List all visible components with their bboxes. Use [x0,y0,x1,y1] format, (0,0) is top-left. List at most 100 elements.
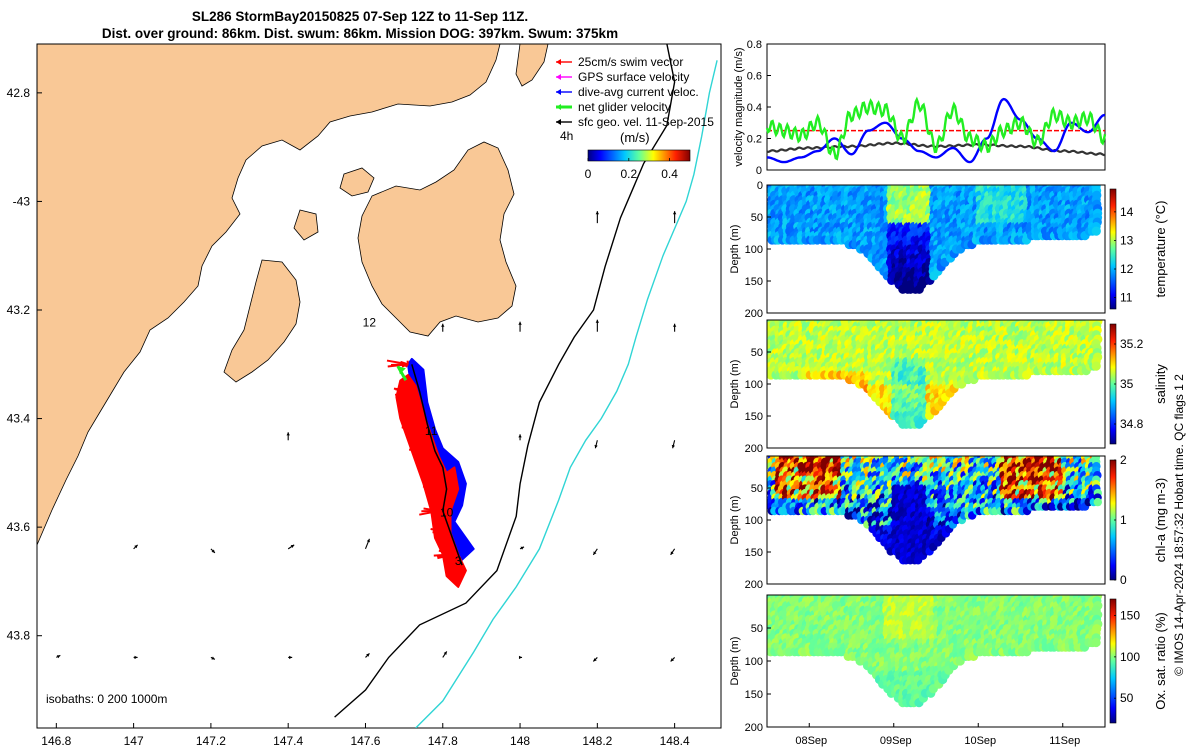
map-track [386,357,475,588]
map-xtick-label: 147.4 [273,734,303,748]
temperature-colorbar-tick-label: 11 [1120,291,1133,305]
surface-vector-head [670,658,674,662]
map-ytick-label: 43.2 [7,303,31,317]
map-ytick-label: 42.8 [7,86,31,100]
swim-vector [431,528,447,534]
oxygen-cells [767,595,1103,708]
map-xtick-label: 148 [510,734,530,748]
map-ytick-label: 43.6 [7,520,31,534]
swim-vector [415,419,424,425]
salinity-colorbar-tick-label: 35.2 [1120,337,1144,351]
land-west [37,44,501,546]
isobath-1000m [415,60,718,728]
map-xtick-label: 147.6 [350,734,380,748]
temperature-ytick-label: 150 [745,276,763,288]
surface-vector-head [672,211,677,215]
surface-vector-head [594,444,598,449]
salinity-cells [767,320,1103,429]
surface-vector-head [443,651,447,655]
surface-vector-head [593,658,597,662]
velocity-ytick-label: 0.8 [747,39,762,51]
figure-title: SL286 StormBay20150825 07-Sep 12Z to 11-… [0,8,720,42]
isobath-200m [334,44,676,718]
legend-label: 25cm/s swim vector [578,55,683,69]
map-axes: 146.8 147 147.2 147.4 147.6 147.8 148 148.2 148.… [7,86,690,748]
legend-label: sfc geo. vel. 11-Sep-2015 [578,115,714,129]
surface-vector-head [134,544,138,549]
salinity-colorbar-tick-label: 35 [1120,377,1134,391]
track-day-label: 3 [455,554,462,568]
surface-vector-head [671,444,675,449]
track-day-label: 12 [363,315,377,329]
velocity-panel: 00.20.40.60.8 velocity magnitude (m/s) [733,39,1107,177]
legend-label: net glider velocity [578,100,671,114]
scale-label: 4h [560,129,573,143]
velocity-series-2 [766,97,1106,164]
temperature-colorbar-tick-label: 13 [1120,233,1134,247]
temperature-ytick-label: 200 [745,308,763,320]
map-ytick-label: -43 [13,194,31,208]
chlorophyll-cell [1093,497,1103,507]
velocity-series [765,96,1107,164]
map-surface-vectors [56,211,677,662]
surface-vector-head [518,434,522,438]
surface-vector-head [672,323,677,327]
salinity-colorbar-label: salinity [1153,364,1168,404]
land-island-1 [339,167,375,197]
surface-vector-head [520,546,525,550]
land-northeast [515,44,549,87]
temperature-ytick-label: 50 [751,212,763,224]
chlorophyll-cells [767,456,1103,565]
map-colorbar-tick-label: 0.4 [661,167,678,181]
temperature-colorbar-tick-label: 12 [1120,262,1134,276]
land-tasman-peninsula [357,141,517,337]
temperature-colorbar [1109,188,1117,310]
surface-vector-head [670,551,674,555]
surface-vector-head [211,549,215,553]
map-colorbar [587,149,691,162]
surface-vector-head [518,321,522,325]
map-colorbar-ticks: 0 0.2 0.4 [585,158,678,181]
swim-vector [423,450,432,454]
temperature-colorbar-tick-label: 14 [1120,205,1134,219]
map-isobaths [334,44,718,728]
velocity-ytick-label: 0.6 [747,71,762,83]
surface-vector-head [286,432,290,436]
surface-vector-head [134,655,138,660]
land-middle-peninsula [223,259,301,383]
chlorophyll-ytick-label: 50 [751,483,763,495]
legend-swatch-head [556,89,561,95]
land-island-2 [293,209,319,241]
velocity-series-3 [765,96,1107,161]
surface-vector-head [593,551,597,555]
salinity-ytick-label: 200 [745,443,763,455]
legend-label: dive-avg current veloc. [578,85,699,99]
swim-vector [402,423,424,429]
legend-swatch-head [556,104,561,110]
swim-vectors [395,374,467,588]
title-line-1: SL286 StormBay20150825 07-Sep 12Z to 11-… [191,9,529,24]
velocity-ytick-label: 0.4 [747,102,762,114]
track-day-label: 11 [425,424,438,438]
surface-vector-head [290,544,295,548]
surface-vector-head [211,656,215,660]
chlorophyll-ytick-label: 100 [745,515,763,527]
map-xtick-label: 147 [124,734,144,748]
track-day-label: 10 [440,505,454,519]
swim-vector [446,552,455,556]
map-ytick-label: 43.4 [7,412,31,426]
swim-vector [408,390,416,394]
map-colorbar-tick-label: 0.2 [620,167,637,181]
legend-swatch-head [556,59,561,65]
salinity-ytick-label: 50 [751,347,763,359]
title-line-2: Dist. over ground: 86km. Dist. swum: 86k… [101,26,619,41]
map-layers [37,44,549,546]
chlorophyll-ytick-label: 200 [745,579,763,591]
surface-vector-head [289,655,293,660]
map-colorbar-tick-label: 0 [585,167,592,181]
map-xtick-label: 148.2 [582,734,612,748]
map-panel: 146.8 147 147.2 147.4 147.6 147.8 148 148.2 148.… [7,43,722,748]
